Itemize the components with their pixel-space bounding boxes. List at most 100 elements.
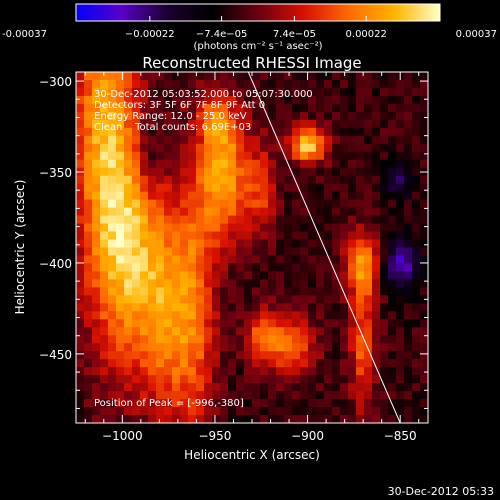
- heatmap-cell: [300, 111, 309, 121]
- heatmap-cell: [260, 79, 269, 89]
- heatmap-cell: [172, 175, 181, 185]
- heatmap-cell: [140, 199, 149, 209]
- heatmap-cell: [140, 191, 149, 201]
- heatmap-cell: [180, 359, 189, 368]
- heatmap-cell: [380, 327, 389, 336]
- heatmap-cell: [260, 279, 269, 288]
- heatmap-cell: [252, 215, 261, 225]
- heatmap-cell: [268, 247, 277, 257]
- heatmap-cell: [388, 175, 397, 185]
- heatmap-cell: [156, 79, 165, 89]
- heatmap-cell: [316, 399, 325, 408]
- heatmap-cell: [132, 343, 141, 352]
- heatmap-cell: [372, 415, 381, 423]
- heatmap-cell: [420, 271, 428, 281]
- heatmap-cell: [148, 72, 157, 81]
- heatmap-cell: [116, 303, 125, 312]
- heatmap-cell: [364, 87, 373, 97]
- heatmap-cell: [340, 119, 349, 129]
- heatmap-cell: [164, 311, 173, 320]
- heatmap-cell: [276, 399, 285, 408]
- heatmap-cell: [108, 79, 117, 89]
- heatmap-cell: [268, 319, 277, 328]
- heatmap-cell: [356, 311, 365, 320]
- heatmap-cell: [372, 295, 381, 304]
- x-tick-label: −1000: [102, 429, 143, 443]
- heatmap-cell: [332, 175, 341, 185]
- heatmap-cell: [252, 79, 261, 89]
- heatmap-cell: [220, 255, 229, 265]
- heatmap-cell: [188, 175, 197, 185]
- heatmap-cell: [204, 207, 213, 217]
- heatmap-cell: [380, 255, 389, 265]
- heatmap-cell: [164, 351, 173, 360]
- heatmap-cell: [340, 399, 349, 408]
- heatmap-cell: [332, 151, 341, 161]
- heatmap-cell: [228, 359, 237, 368]
- heatmap-cell: [412, 191, 421, 201]
- heatmap-cell: [188, 199, 197, 209]
- heatmap-cell: [276, 87, 285, 97]
- heatmap-cell: [244, 95, 253, 105]
- heatmap-cell: [108, 135, 117, 145]
- heatmap-cell: [332, 247, 341, 257]
- heatmap-cell: [220, 263, 229, 273]
- heatmap-cell: [260, 319, 269, 328]
- heatmap-cell: [180, 383, 189, 392]
- heatmap-cell: [252, 295, 261, 304]
- heatmap-cell: [388, 271, 397, 281]
- heatmap-cell: [324, 359, 333, 368]
- heatmap-cell: [228, 111, 237, 121]
- heatmap-cell: [116, 407, 125, 416]
- heatmap-cell: [380, 215, 389, 225]
- heatmap-cell: [332, 327, 341, 336]
- heatmap-cell: [396, 183, 405, 193]
- heatmap-cell: [420, 311, 428, 320]
- heatmap-cell: [300, 183, 309, 193]
- heatmap-cell: [276, 175, 285, 185]
- heatmap-cell: [308, 207, 317, 217]
- heatmap-cell: [252, 143, 261, 153]
- heatmap-cell: [204, 95, 213, 105]
- heatmap-cell: [92, 311, 101, 320]
- heatmap-cell: [180, 255, 189, 265]
- heatmap-cell: [228, 279, 237, 288]
- heatmap-cell: [220, 127, 229, 137]
- heatmap-cell: [372, 375, 381, 384]
- heatmap-cell: [260, 263, 269, 273]
- heatmap-cell: [260, 311, 269, 320]
- heatmap-cell: [276, 79, 285, 89]
- heatmap-cell: [380, 103, 389, 113]
- heatmap-cell: [412, 103, 421, 113]
- heatmap-cell: [332, 231, 341, 241]
- heatmap-cell: [260, 87, 269, 97]
- heatmap-cell: [268, 191, 277, 201]
- heatmap-cell: [108, 247, 117, 257]
- heatmap-cell: [212, 295, 221, 304]
- heatmap-cell: [124, 255, 133, 265]
- heatmap-cell: [388, 295, 397, 304]
- heatmap-cell: [100, 319, 109, 328]
- heatmap-cell: [324, 319, 333, 328]
- heatmap-cell: [244, 72, 253, 81]
- heatmap-cell: [260, 151, 269, 161]
- heatmap-cell: [420, 351, 428, 360]
- heatmap-cell: [156, 399, 165, 408]
- heatmap-cell: [148, 175, 157, 185]
- heatmap-cell: [228, 247, 237, 257]
- heatmap-cell: [324, 303, 333, 312]
- heatmap-cell: [348, 135, 357, 145]
- heatmap-cell: [380, 183, 389, 193]
- heatmap-cell: [332, 335, 341, 344]
- heatmap-cell: [308, 311, 317, 320]
- heatmap-cell: [140, 247, 149, 257]
- heatmap-cell: [132, 255, 141, 265]
- heatmap-cell: [276, 343, 285, 352]
- heatmap-cell: [84, 151, 93, 161]
- heatmap-cell: [308, 263, 317, 273]
- heatmap-cell: [180, 391, 189, 400]
- heatmap-cell: [404, 295, 413, 304]
- heatmap-cell: [340, 159, 349, 169]
- heatmap-cell: [220, 72, 229, 81]
- heatmap-cell: [332, 279, 341, 288]
